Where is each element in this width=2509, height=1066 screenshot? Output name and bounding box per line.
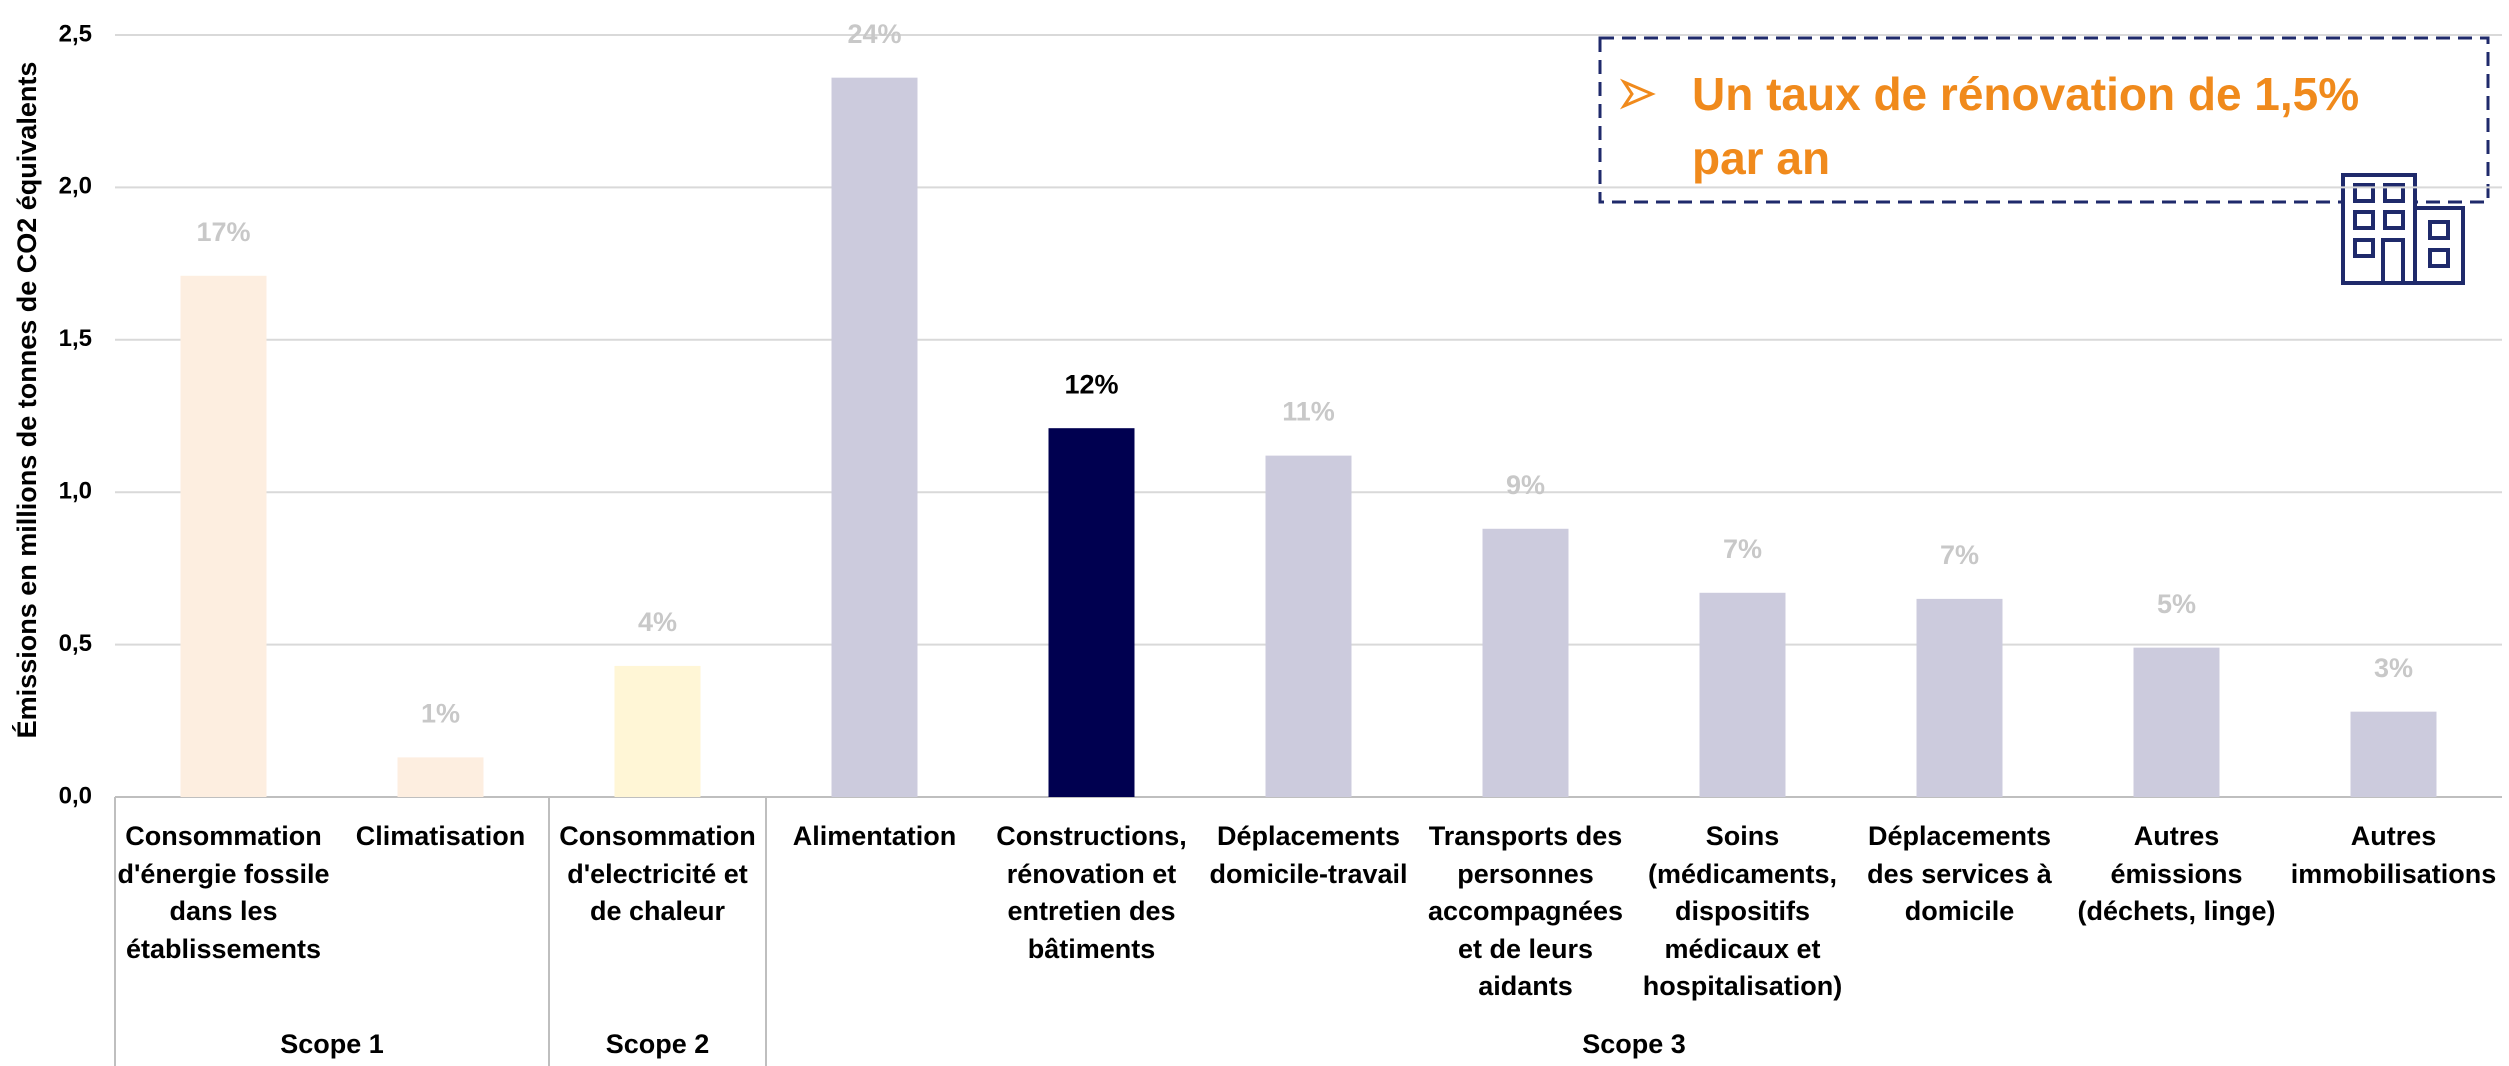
y-tick-label: 0,5 [59,630,92,657]
y-axis-title: Émissions en millions de tonnes de CO2 é… [11,62,42,739]
y-tick-label: 2,5 [59,20,92,47]
percent-label: 7% [1940,540,1979,570]
bar [1916,598,2003,797]
y-tick-label: 0,0 [59,782,92,809]
x-tick-label: Déplacements des services à domicile [1867,821,2052,927]
bar [614,665,701,797]
bar [1048,428,1135,797]
annotation: Un taux de rénovation de 1,5% par an [1692,68,2360,184]
bar [831,77,918,797]
x-tick-label: Consommation d'electricité et de chaleur [559,821,756,927]
bar [2133,647,2220,797]
bar [1265,455,1352,797]
x-tick-label: Constructions, rénovation et entretien d… [996,821,1187,964]
percent-label: 1% [421,699,460,729]
percent-label: 4% [638,607,677,637]
x-tick-label: Déplacements domicile-travail [1209,821,1408,889]
building-icon [2341,173,2465,285]
percent-label: 12% [1064,369,1118,399]
percent-label: 3% [2374,653,2413,683]
x-tick-label: Transports des personnes accompagnées et… [1427,821,1624,1002]
bar [1482,528,1569,797]
x-tick-label: Climatisation [355,821,526,851]
bullet-arrow [1619,78,1656,110]
x-tick-label: Consommation d'énergie fossile dans les … [117,821,330,964]
x-tick-label: Autres émissions (déchets, linge) [2077,821,2276,927]
x-tick-label: Soins (médicaments, dispositifs médicaux… [1642,821,1843,1002]
bar [180,275,267,797]
annotation-box [1598,36,2490,204]
group-label: Scope 1 [280,1029,384,1059]
bar [2350,711,2437,797]
percent-label: 5% [2157,589,2196,619]
y-tick-label: 1,5 [59,325,92,352]
bar [1699,592,1786,797]
percent-label: 11% [1282,397,1335,427]
percent-label: 24% [847,19,901,49]
y-tick-label: 1,0 [59,478,92,505]
bar [397,757,484,797]
y-tick-label: 2,0 [59,173,92,200]
percent-label: 17% [196,217,250,247]
group-label: Scope 3 [1582,1029,1686,1059]
percent-label: 7% [1723,534,1762,564]
x-tick-label: Autres immobilisations [2290,821,2497,889]
group-label: Scope 2 [606,1029,710,1059]
x-tick-label: Alimentation [792,821,957,851]
percent-label: 9% [1506,470,1545,500]
